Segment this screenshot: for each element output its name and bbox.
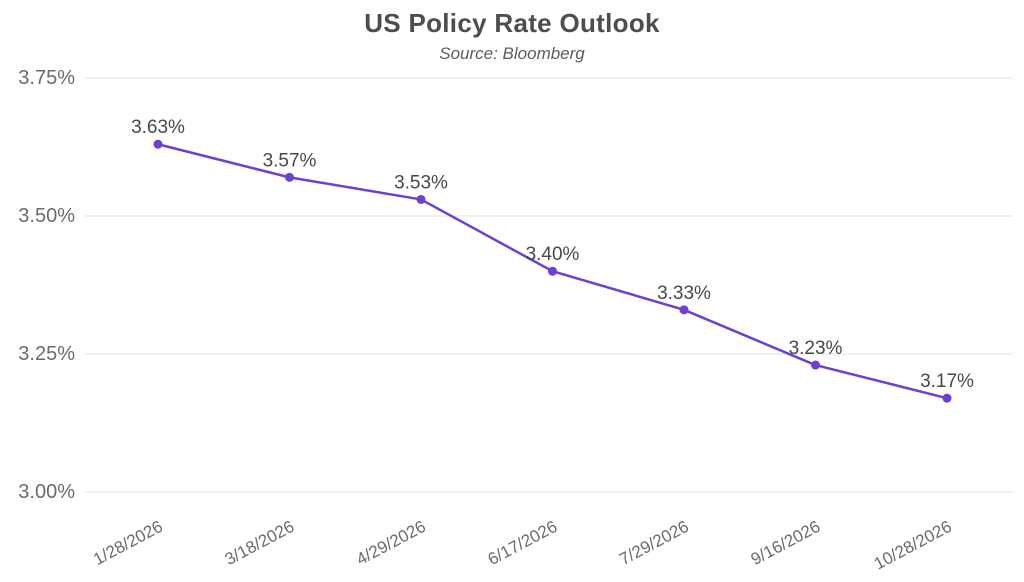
chart-title: US Policy Rate Outlook [364,8,660,38]
data-point-label: 3.53% [394,172,448,193]
data-point [811,360,820,370]
data-point [942,393,952,403]
x-axis-tick-label: 3/18/2026 [222,517,298,569]
y-axis-tick-label: 3.25% [18,343,75,365]
x-axis-tick-label: 4/29/2026 [353,517,429,569]
x-axis-tick-label: 7/29/2026 [616,517,692,569]
chart-subtitle: Source: Bloomberg [439,44,585,63]
x-axis-tick-label: 10/28/2026 [871,517,955,574]
y-axis-tick-label: 3.00% [18,481,75,503]
data-point [285,172,294,182]
x-axis-tick-label: 6/17/2026 [485,517,561,569]
data-point-label: 3.33% [657,283,711,304]
data-point-label: 3.40% [526,244,580,265]
data-point [548,266,557,276]
y-axis-tick-label: 3.75% [18,67,75,89]
data-point-label: 3.23% [789,338,843,359]
data-point-label: 3.63% [131,117,185,138]
x-axis-tick-label: 9/16/2026 [748,517,824,569]
data-point-label: 3.17% [920,371,974,392]
x-axis-tick-label: 1/28/2026 [90,517,166,569]
data-point [153,139,163,149]
data-point [416,194,426,204]
data-point-label: 3.57% [263,150,317,171]
data-point [679,305,689,315]
y-axis-tick-label: 3.50% [18,205,75,227]
